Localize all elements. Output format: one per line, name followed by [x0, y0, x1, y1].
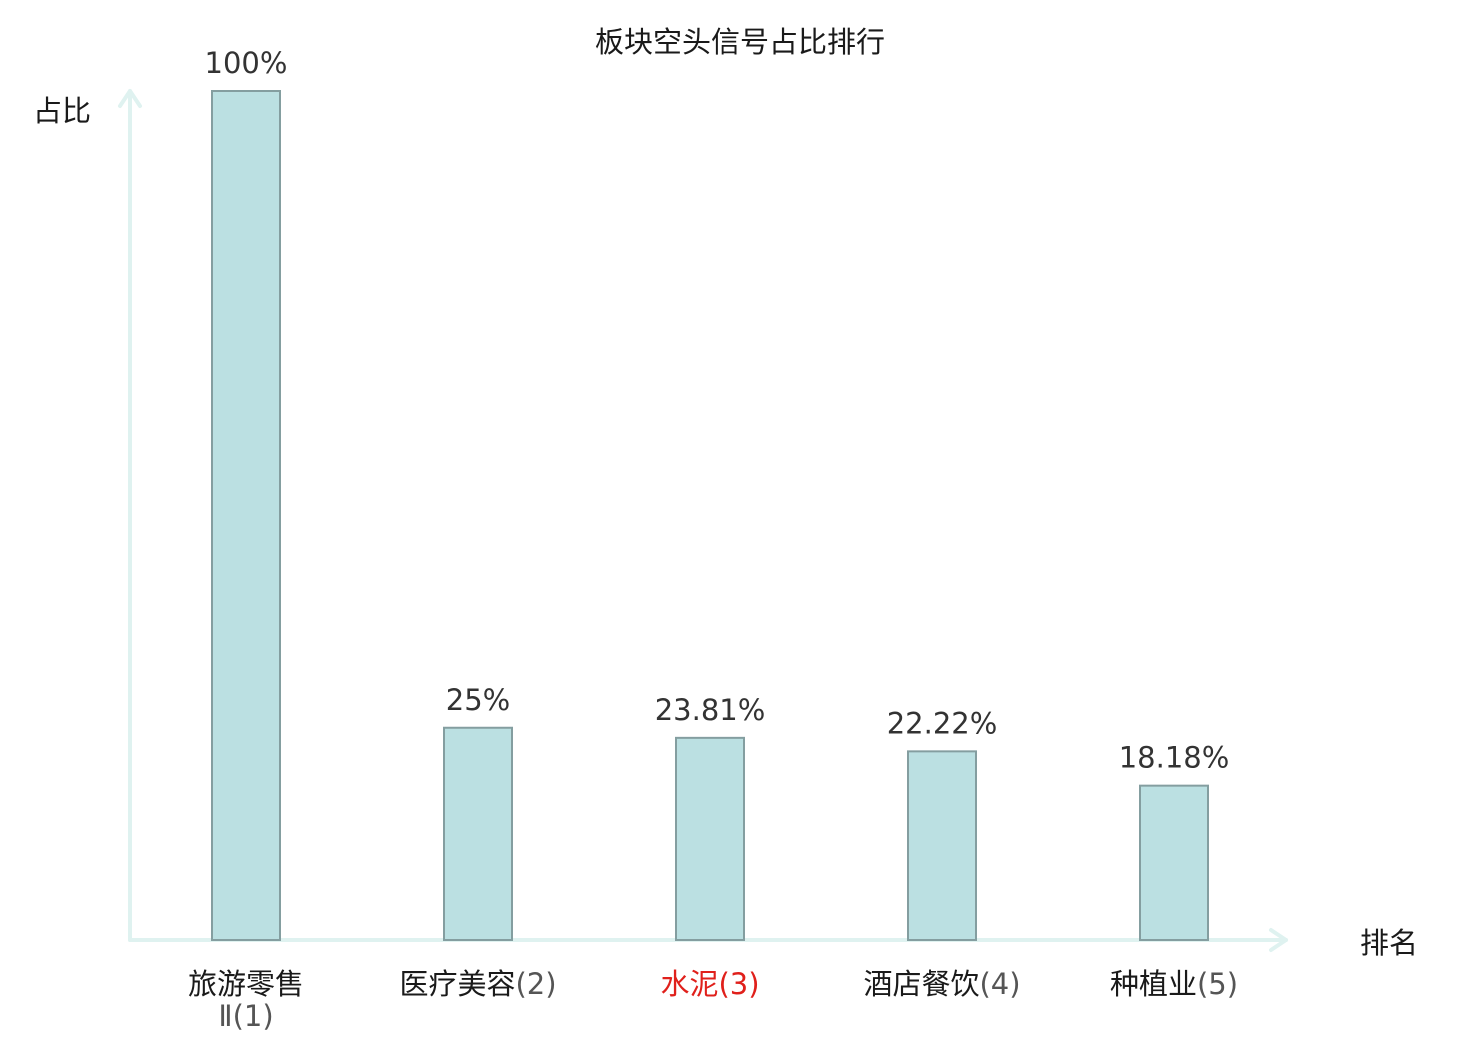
category-label-1: 旅游零售	[188, 967, 304, 1001]
category-label-3: 水泥(3)	[660, 967, 759, 1001]
category-rank-1: (1)	[233, 999, 274, 1033]
category-label-4: 酒店餐饮(4)	[863, 967, 1020, 1001]
category-name-2: 医疗美容	[399, 967, 515, 1001]
category-name-3: 水泥	[660, 967, 718, 1001]
value-label-2: 25%	[446, 683, 510, 717]
y-axis-arrow	[118, 89, 142, 108]
bar-3	[675, 736, 745, 941]
bar-4	[907, 750, 977, 941]
category-sub-1: Ⅱ	[218, 999, 232, 1033]
category-rank-3: (3)	[718, 967, 759, 1001]
category-label-5: 种植业(5)	[1110, 967, 1238, 1001]
category-label-2: 医疗美容(2)	[399, 967, 556, 1001]
x-axis-label: 排名	[1360, 926, 1418, 960]
category-rank-2: (2)	[515, 967, 556, 1001]
category-rank-5: (5)	[1197, 967, 1238, 1001]
category-rank-4: (4)	[979, 967, 1020, 1001]
value-label-1: 100%	[205, 46, 288, 80]
bar-2	[443, 726, 513, 941]
bar-1	[211, 90, 281, 941]
category-name-4: 酒店餐饮	[863, 967, 979, 1001]
chart-title: 板块空头信号占比排行	[595, 25, 885, 59]
value-label-4: 22.22%	[887, 706, 998, 740]
value-label-5: 18.18%	[1119, 741, 1230, 775]
value-label-3: 23.81%	[655, 693, 766, 727]
category-label-1-line2: Ⅱ(1)	[218, 999, 273, 1033]
y-axis-label: 占比	[33, 94, 91, 128]
x-axis-arrow	[1269, 928, 1288, 952]
bars-group	[211, 90, 1209, 941]
value-labels-group: 100% 25% 23.81% 22.22% 18.18%	[205, 46, 1230, 775]
bar-5	[1139, 784, 1209, 941]
category-name-5: 种植业	[1110, 967, 1197, 1001]
